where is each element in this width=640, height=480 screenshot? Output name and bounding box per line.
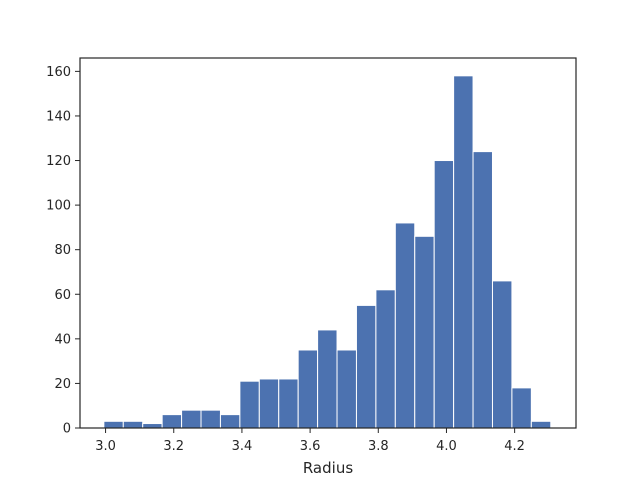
x-axis: 3.0 3.2 3.4 3.6 3.8 4.0 4.2 — [95, 428, 525, 454]
histogram-bar — [511, 387, 532, 429]
histogram-bar — [355, 304, 377, 429]
y-tick-label: 80 — [54, 243, 71, 258]
y-axis: 0 20 40 60 80 100 120 140 160 — [46, 65, 80, 437]
x-tick-label: 3.0 — [95, 439, 116, 454]
y-tick-label: 60 — [54, 288, 71, 303]
histogram-bar — [181, 409, 202, 429]
x-tick-label: 4.0 — [436, 439, 457, 454]
histogram-bar — [297, 349, 319, 429]
y-tick-label: 20 — [54, 377, 71, 392]
x-tick-label: 3.8 — [368, 439, 389, 454]
histogram-bar — [161, 414, 183, 429]
histogram-bar — [258, 378, 280, 429]
x-axis-label: Radius — [303, 459, 353, 477]
plot-frame — [79, 57, 577, 429]
x-tick-label: 3.6 — [300, 439, 321, 454]
histogram-bar — [433, 160, 455, 429]
histogram-bar — [453, 75, 474, 429]
histogram-bar — [491, 280, 513, 429]
y-tick-label: 120 — [46, 154, 71, 169]
histogram-bar — [530, 420, 552, 429]
y-tick-label: 140 — [46, 109, 71, 124]
y-tick-label: 160 — [46, 65, 71, 80]
bars-group — [103, 75, 552, 429]
histogram-bar — [103, 420, 124, 429]
histogram-bar — [142, 423, 163, 429]
histogram-bar — [122, 420, 144, 429]
x-tick-label: 3.4 — [232, 439, 253, 454]
histogram-bar — [317, 329, 338, 429]
histogram-bar — [278, 378, 299, 429]
histogram-bar — [239, 380, 260, 429]
histogram-bar — [394, 222, 416, 429]
histogram-bar — [219, 414, 241, 429]
y-tick-label: 0 — [63, 422, 71, 437]
histogram-bar — [336, 349, 357, 429]
y-tick-label: 40 — [54, 332, 71, 347]
histogram-bar — [200, 409, 221, 429]
y-tick-label: 100 — [46, 199, 71, 214]
histogram-bar — [414, 235, 435, 429]
x-tick-label: 4.2 — [504, 439, 525, 454]
histogram-bar — [472, 151, 493, 429]
x-tick-label: 3.2 — [163, 439, 184, 454]
histogram-bar — [375, 289, 396, 429]
